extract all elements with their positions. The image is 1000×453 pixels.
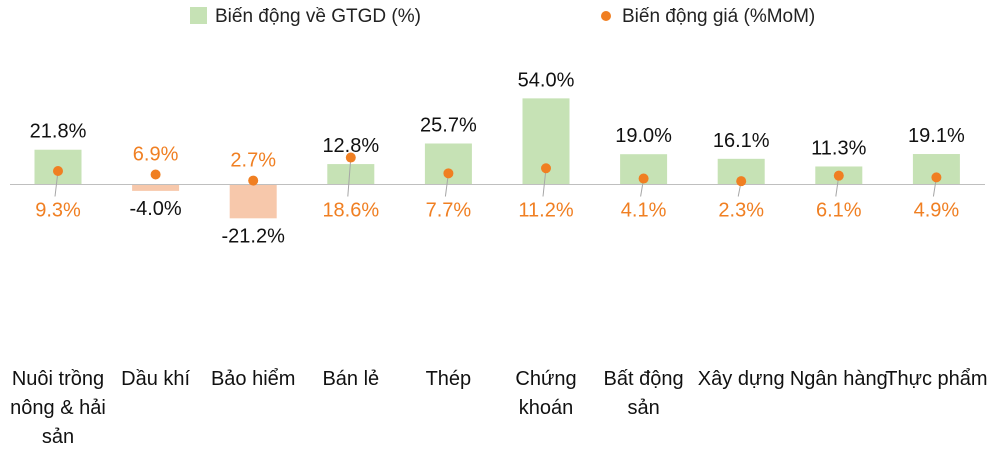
legend-label-bar: Biến động về GTGD (%) bbox=[215, 6, 421, 27]
price-dot bbox=[541, 163, 551, 174]
bar-value-label: -21.2% bbox=[222, 225, 286, 247]
bar-value-label: 19.0% bbox=[615, 125, 672, 147]
price-dot bbox=[638, 173, 649, 184]
price-dot bbox=[833, 170, 844, 181]
bar-value-label: -4.0% bbox=[129, 198, 181, 220]
legend-swatch-dot bbox=[601, 11, 611, 21]
price-value-label: 11.2% bbox=[518, 200, 573, 222]
price-leader-line bbox=[347, 157, 352, 197]
price-value-label: 9.3% bbox=[35, 200, 81, 222]
category-label: Xây dựng bbox=[698, 368, 785, 390]
bar-value-label: 21.8% bbox=[30, 121, 87, 143]
category-label: khoán bbox=[519, 397, 574, 419]
price-value-label: 18.6% bbox=[322, 200, 379, 222]
price-value-label: 6.9% bbox=[133, 143, 179, 165]
price-dot bbox=[150, 169, 161, 180]
bar bbox=[229, 184, 277, 219]
category-label: Dầu khí bbox=[121, 368, 190, 390]
category-label: Thép bbox=[426, 368, 472, 390]
bar-value-label: 54.0% bbox=[518, 69, 575, 91]
category-label: sản bbox=[627, 397, 659, 419]
category-label: sản bbox=[42, 426, 74, 448]
price-value-label: 4.9% bbox=[914, 200, 960, 222]
price-value-label: 2.7% bbox=[230, 150, 276, 172]
bar-value-label: 19.1% bbox=[908, 125, 965, 147]
category-label: Bán lẻ bbox=[322, 368, 379, 390]
price-value-label: 2.3% bbox=[718, 200, 764, 222]
bar bbox=[132, 184, 180, 191]
price-dot bbox=[931, 172, 942, 183]
price-dot bbox=[443, 168, 454, 179]
bar-value-label: 11.3% bbox=[811, 137, 866, 159]
bar-value-label: 12.8% bbox=[322, 135, 379, 157]
category-label: Ngân hàng bbox=[790, 368, 888, 390]
price-value-label: 4.1% bbox=[621, 200, 667, 222]
price-value-label: 7.7% bbox=[426, 200, 472, 222]
price-value-label: 6.1% bbox=[816, 200, 862, 222]
price-dot bbox=[345, 152, 356, 163]
category-label: nông & hải bbox=[10, 397, 106, 419]
price-dot bbox=[736, 176, 747, 187]
category-label: Bảo hiểm bbox=[211, 368, 296, 390]
category-label: Thực phẩm bbox=[885, 368, 987, 390]
category-label: Bất động bbox=[604, 368, 684, 390]
bar-value-label: 16.1% bbox=[713, 130, 770, 152]
legend-swatch-bar bbox=[190, 7, 207, 24]
bar bbox=[424, 143, 472, 185]
price-dot bbox=[53, 166, 63, 177]
legend: Biến động về GTGD (%) Biến động giá (%Mo… bbox=[190, 6, 815, 27]
category-label: Chứng bbox=[515, 368, 576, 390]
category-label: Nuôi trồng bbox=[12, 368, 104, 390]
legend-label-dot: Biến động giá (%MoM) bbox=[622, 6, 815, 27]
price-dot bbox=[248, 175, 259, 186]
bar-value-label: 25.7% bbox=[420, 115, 477, 137]
bar bbox=[327, 164, 375, 185]
